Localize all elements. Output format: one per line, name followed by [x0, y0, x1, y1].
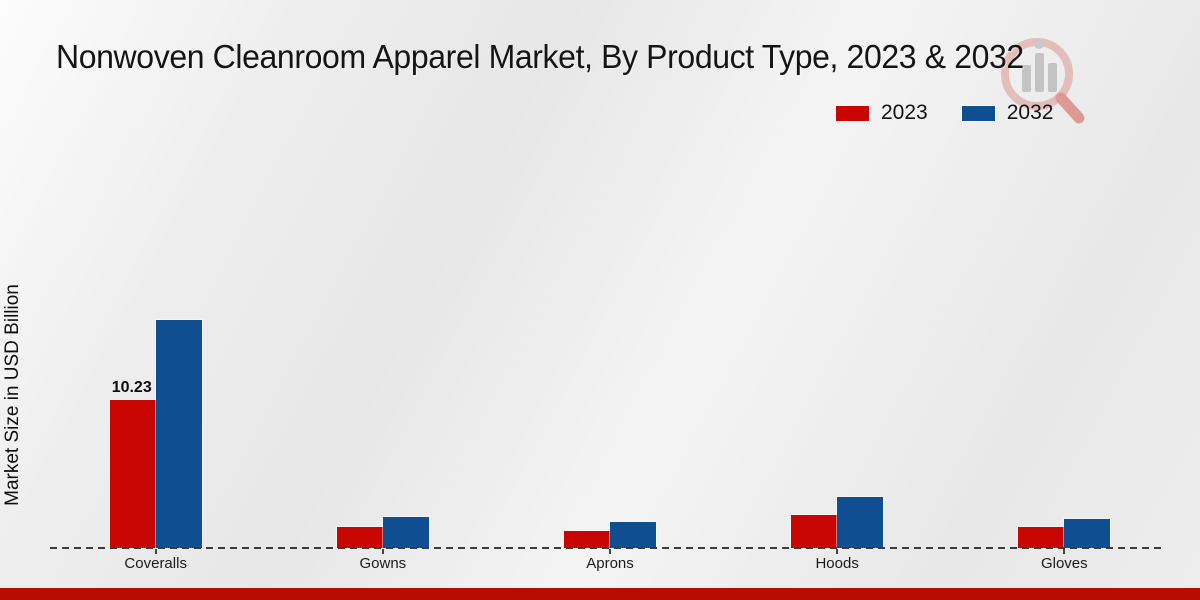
x-axis-baseline: [50, 547, 1162, 549]
x-axis-category-label: Hoods: [815, 555, 859, 572]
legend-label-2032: 2032: [1006, 101, 1054, 124]
legend-item-2032: 2032: [961, 101, 1054, 125]
x-axis-tick: [154, 549, 157, 554]
legend-label-2023: 2023: [881, 101, 928, 124]
bar-2032-coveralls: [155, 320, 202, 548]
x-axis-tick: [1063, 549, 1066, 554]
x-axis-category-label: Gloves: [1040, 555, 1088, 572]
x-axis-tick: [381, 549, 384, 554]
legend-swatch-2032-icon: [961, 105, 995, 121]
x-axis-category-label: Gowns: [359, 555, 407, 572]
x-axis-tick: [836, 549, 839, 554]
watermark-logo-icon: [1001, 38, 1085, 124]
legend: 2023 2032: [836, 101, 1053, 125]
bar-2023-aprons: [564, 530, 610, 548]
bar-2032-aprons: [610, 521, 656, 548]
legend-swatch-2023-icon: [836, 105, 869, 121]
bar-2023-hoods: [791, 514, 838, 548]
x-axis-tick: [609, 549, 611, 554]
x-axis-category-label: Coveralls: [124, 555, 187, 572]
legend-item-2023: 2023: [836, 101, 928, 125]
bar-2032-gloves: [1064, 518, 1111, 548]
x-axis-category-label: Aprons: [586, 555, 634, 572]
bar-2032-hoods: [837, 496, 884, 548]
bar-value-label: 10.23: [111, 379, 152, 396]
bar-2023-coveralls: [109, 400, 156, 548]
bar-2023-gloves: [1018, 527, 1065, 548]
chart-title: Nonwoven Cleanroom Apparel Market, By Pr…: [56, 38, 1024, 75]
bar-2032-gowns: [382, 516, 429, 548]
footer-accent-bar: [0, 588, 1200, 600]
bar-2023-gowns: [336, 527, 383, 548]
